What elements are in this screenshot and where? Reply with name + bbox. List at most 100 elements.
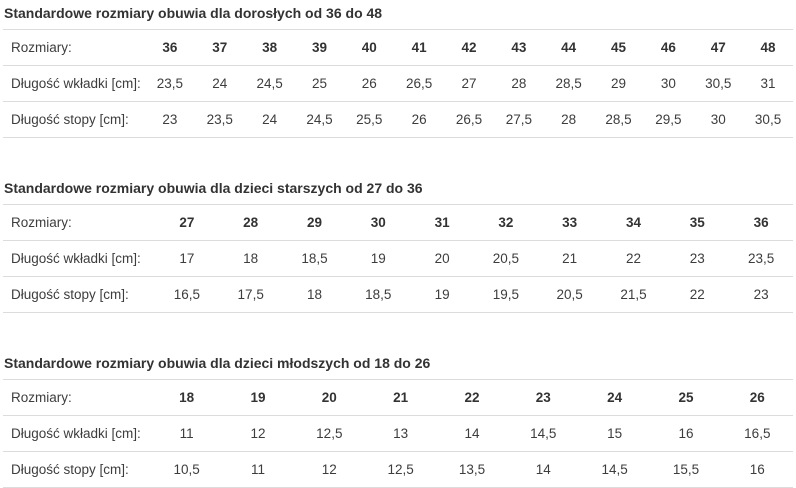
size-header-cell: 36 (145, 29, 195, 66)
table-row: Rozmiary: 18 19 20 21 22 23 24 25 26 (3, 379, 793, 416)
table-row: Rozmiary: 36 37 38 39 40 41 42 43 44 45 46 47 48 (3, 29, 793, 66)
insole-length-cell: 21 (537, 240, 602, 277)
insole-length-cell: 13 (364, 415, 437, 452)
older-children-size-table: Rozmiary: 27 28 29 30 31 32 33 34 35 36 Długość wkł… (3, 204, 793, 313)
foot-length-cell: 23 (145, 101, 195, 138)
foot-length-cell: 24 (244, 101, 295, 138)
insole-length-cell: 18 (218, 240, 283, 277)
table-title-younger-children: Standardowe rozmiary obuwia dla dzieci m… (4, 355, 431, 371)
size-header-cell: 27 (155, 204, 219, 241)
size-header-cell: 47 (693, 29, 744, 66)
foot-length-cell: 15,5 (650, 451, 722, 488)
size-header-cell: 29 (282, 204, 347, 241)
foot-length-cell: 28 (543, 101, 594, 138)
size-header-cell: 20 (293, 379, 365, 416)
adults-size-table: Rozmiary: 36 37 38 39 40 41 42 43 44 45 46 47 48 Długo… (3, 29, 793, 138)
insole-length-cell: 24,5 (244, 65, 295, 102)
row-label: Rozmiary: (3, 29, 145, 66)
foot-length-cell: 25,5 (344, 101, 395, 138)
size-header-cell: 28 (218, 204, 283, 241)
insole-length-cell: 30,5 (693, 65, 744, 102)
size-header-cell: 33 (537, 204, 602, 241)
insole-length-cell: 24 (194, 65, 245, 102)
size-header-cell: 34 (601, 204, 666, 241)
size-header-cell: 18 (151, 379, 223, 416)
size-header-cell: 40 (344, 29, 395, 66)
insole-length-cell: 14,5 (507, 415, 579, 452)
foot-length-cell: 19 (410, 276, 474, 313)
row-label: Długość stopy [cm]: (3, 276, 155, 313)
insole-length-cell: 25 (294, 65, 345, 102)
size-header-cell: 45 (593, 29, 644, 66)
insole-length-cell: 17 (155, 240, 219, 277)
table-title-older-children: Standardowe rozmiary obuwia dla dzieci s… (4, 180, 423, 196)
insole-length-cell: 12 (222, 415, 294, 452)
foot-length-cell: 24,5 (294, 101, 345, 138)
foot-length-cell: 23,5 (194, 101, 245, 138)
size-header-cell: 37 (194, 29, 245, 66)
insole-length-cell: 27 (444, 65, 494, 102)
table-row: Rozmiary: 27 28 29 30 31 32 33 34 35 36 (3, 204, 793, 241)
size-header-cell: 24 (578, 379, 651, 416)
foot-length-cell: 12,5 (364, 451, 437, 488)
table-title-adults: Standardowe rozmiary obuwia dla dorosłyc… (4, 5, 383, 21)
foot-length-cell: 16,5 (155, 276, 219, 313)
younger-children-size-table: Rozmiary: 18 19 20 21 22 23 24 25 26 Długość wkład… (3, 379, 793, 488)
insole-length-cell: 23,5 (729, 240, 793, 277)
insole-length-cell: 15 (578, 415, 651, 452)
size-header-cell: 35 (665, 204, 730, 241)
size-header-cell: 39 (294, 29, 345, 66)
table-row: Długość wkładki [cm]: 11 12 12,5 13 14 14,5 15 1… (3, 415, 793, 452)
size-header-cell: 42 (444, 29, 494, 66)
insole-length-cell: 20,5 (473, 240, 538, 277)
foot-length-cell: 30 (693, 101, 744, 138)
insole-length-cell: 11 (151, 415, 223, 452)
insole-length-cell: 14 (436, 415, 508, 452)
insole-length-cell: 22 (601, 240, 666, 277)
size-header-cell: 38 (244, 29, 295, 66)
foot-length-cell: 18,5 (346, 276, 411, 313)
size-header-cell: 48 (743, 29, 793, 66)
row-label: Długość wkładki [cm]: (3, 65, 145, 102)
table-row: Długość stopy [cm]: 23 23,5 24 24,5 25,5 26 26,… (3, 101, 793, 138)
insole-length-cell: 20 (410, 240, 474, 277)
insole-length-cell: 16,5 (721, 415, 793, 452)
insole-length-cell: 23,5 (145, 65, 195, 102)
insole-length-cell: 28 (493, 65, 544, 102)
foot-length-cell: 22 (665, 276, 730, 313)
size-header-cell: 36 (729, 204, 793, 241)
size-header-cell: 30 (346, 204, 411, 241)
size-header-cell: 41 (394, 29, 445, 66)
row-label: Długość stopy [cm]: (3, 451, 151, 488)
size-header-cell: 26 (721, 379, 793, 416)
row-label: Długość wkładki [cm]: (3, 415, 151, 452)
table-row: Długość stopy [cm]: 10,5 11 12 12,5 13,5 14 14,… (3, 451, 793, 488)
foot-length-cell: 19,5 (473, 276, 538, 313)
foot-length-cell: 28,5 (593, 101, 644, 138)
foot-length-cell: 16 (721, 451, 793, 488)
foot-length-cell: 23 (729, 276, 793, 313)
table-row: Długość wkładki [cm]: 23,5 24 24,5 25 26 26,5 2… (3, 65, 793, 102)
size-header-cell: 43 (493, 29, 544, 66)
foot-length-cell: 11 (222, 451, 294, 488)
section-older-children: Standardowe rozmiary obuwia dla dzieci s… (3, 179, 793, 313)
row-label: Rozmiary: (3, 379, 151, 416)
size-header-cell: 32 (473, 204, 538, 241)
size-header-cell: 19 (222, 379, 294, 416)
foot-length-cell: 12 (293, 451, 365, 488)
insole-length-cell: 18,5 (282, 240, 347, 277)
foot-length-cell: 14 (507, 451, 579, 488)
insole-length-cell: 31 (743, 65, 793, 102)
foot-length-cell: 21,5 (601, 276, 666, 313)
foot-length-cell: 29,5 (643, 101, 694, 138)
row-label: Długość wkładki [cm]: (3, 240, 155, 277)
foot-length-cell: 27,5 (493, 101, 544, 138)
foot-length-cell: 26 (394, 101, 445, 138)
row-label: Rozmiary: (3, 204, 155, 241)
size-header-cell: 44 (543, 29, 594, 66)
size-header-cell: 46 (643, 29, 694, 66)
table-row: Długość wkładki [cm]: 17 18 18,5 19 20 20,5 21 2… (3, 240, 793, 277)
insole-length-cell: 28,5 (543, 65, 594, 102)
table-row: Długość stopy [cm]: 16,5 17,5 18 18,5 19 19,5 2… (3, 276, 793, 313)
